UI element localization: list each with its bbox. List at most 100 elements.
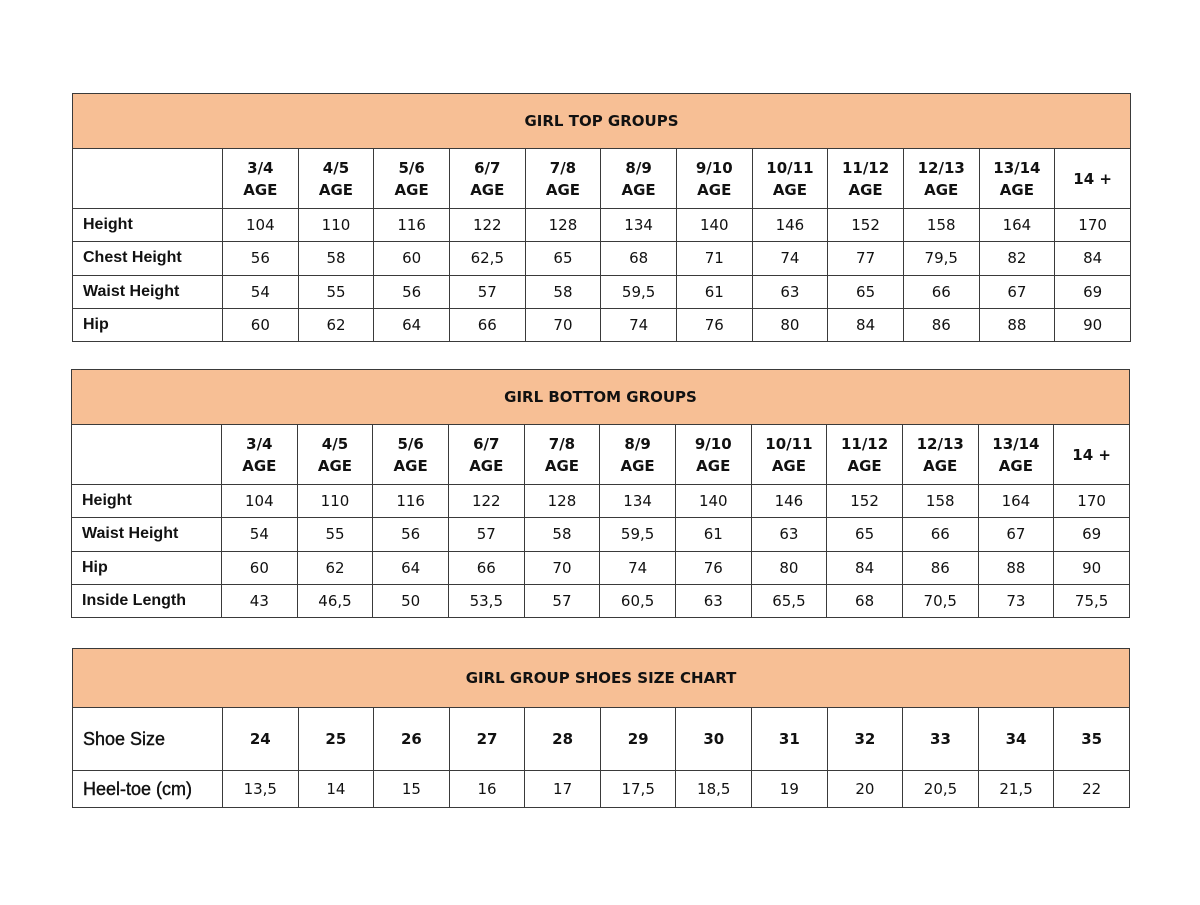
row-label: Waist Height <box>72 274 223 309</box>
measurement-cell: 122 <box>447 483 525 519</box>
row-label: Height <box>71 483 222 519</box>
measurement-cell: 65,5 <box>750 583 828 619</box>
age-range: 3/4 <box>246 434 273 453</box>
shoe-size-cell: 25 <box>297 707 375 771</box>
table-title: GIRL TOP GROUPS <box>72 93 1131 149</box>
age-suffix: AGE <box>999 180 1034 199</box>
age-range: 10/11 <box>766 158 814 177</box>
measurement-cell: 19 <box>751 770 828 808</box>
age-column-header: 11/12 AGE <box>826 424 903 485</box>
shoe-size-cell: 35 <box>1053 707 1130 771</box>
measurement-cell: 75,5 <box>1053 583 1130 619</box>
age-column-header: 8/9 AGE <box>599 424 676 485</box>
measurement-cell: 67 <box>977 517 1055 552</box>
table-row: Height 104 110 116 122 128 134 140 146 152 158 164 1… <box>72 207 1131 243</box>
shoe-size-cell: 27 <box>448 707 526 771</box>
measurement-cell: 50 <box>372 583 449 619</box>
measurement-cell: 90 <box>1053 550 1130 585</box>
measurement-cell: 15 <box>373 770 450 808</box>
age-range: 9/10 <box>695 158 733 177</box>
measurement-cell: 63 <box>674 583 752 619</box>
measurement-cell: 18,5 <box>675 770 753 808</box>
measurement-cell: 79,5 <box>902 241 980 276</box>
measurement-cell: 69 <box>1053 517 1130 552</box>
measurement-cell: 74 <box>600 307 677 343</box>
girl-top-size-table: GIRL TOP GROUPS 3/4 AGE 4/5 AGE 5/6 AGE 6/7 AGE 7… <box>72 93 1131 343</box>
shoe-size-cell: 28 <box>524 707 601 771</box>
age-range: 12/13 <box>916 434 964 453</box>
measurement-cell: 66 <box>448 307 526 343</box>
row-label: Heel-toe (cm) <box>72 770 223 808</box>
table-row: Hip 60 62 64 66 70 74 76 80 84 86 88 90 <box>72 307 1131 343</box>
age-column-header: 4/5 AGE <box>297 148 375 209</box>
table-row: Inside Length 43 46,5 50 53,5 57 60,5 63 65,5 68 7… <box>71 583 1130 619</box>
age-range: 11/12 <box>841 158 890 177</box>
measurement-cell: 46,5 <box>296 583 374 619</box>
measurement-cell: 56 <box>222 241 299 276</box>
measurement-cell: 76 <box>674 550 752 585</box>
age-range: 11/12 <box>840 434 889 453</box>
measurement-cell: 134 <box>599 483 676 519</box>
age-column-header: 5/6 AGE <box>373 148 450 209</box>
age-suffix: AGE <box>620 456 655 475</box>
measurement-cell: 88 <box>978 307 1056 343</box>
age-column-header: 7/8 AGE <box>524 148 602 209</box>
measurement-cell: 140 <box>674 483 752 519</box>
age-column-header: 13/14 AGE <box>978 148 1056 209</box>
age-range: 13/14 <box>993 158 1041 177</box>
measurement-cell: 80 <box>751 307 829 343</box>
column-header-row: 3/4 AGE 4/5 AGE 5/6 AGE 6/7 AGE 7/8 AGE 8/9 AGE 9/10… <box>71 424 1130 485</box>
measurement-cell: 65 <box>826 517 903 552</box>
shoe-size-cell: 24 <box>222 707 299 771</box>
age-suffix: AGE <box>696 456 731 475</box>
row-label: Waist Height <box>71 517 222 552</box>
measurement-cell: 70 <box>524 307 602 343</box>
row-label: Inside Length <box>71 583 222 619</box>
measurement-cell: 14 <box>297 770 375 808</box>
age-range: 10/11 <box>765 434 813 453</box>
measurement-cell: 82 <box>978 241 1056 276</box>
measurement-cell: 64 <box>372 550 449 585</box>
age-suffix: AGE <box>393 456 428 475</box>
empty-header-cell <box>72 148 223 209</box>
age-column-header: 10/11 AGE <box>750 424 828 485</box>
age-suffix: AGE <box>317 456 353 475</box>
measurement-cell: 152 <box>826 483 903 519</box>
measurement-cell: 104 <box>221 483 298 519</box>
age-range: 5/6 <box>398 158 425 177</box>
measurement-cell: 58 <box>524 274 602 309</box>
age-column-header: 9/10 AGE <box>675 148 753 209</box>
table-row: Waist Height 54 55 56 57 58 59,5 61 63 65 66 67 69 <box>71 517 1130 552</box>
shoe-size-cell: 32 <box>826 707 904 771</box>
measurement-cell: 22 <box>1053 770 1130 808</box>
age-suffix: AGE <box>544 456 580 475</box>
measurement-cell: 17,5 <box>599 770 677 808</box>
measurement-cell: 62 <box>296 550 374 585</box>
shoe-size-row: Shoe Size 24 25 26 27 28 29 30 31 32 33 34 35 <box>72 707 1130 771</box>
measurement-cell: 110 <box>297 207 375 243</box>
age-column-header: 12/13 AGE <box>901 424 979 485</box>
measurement-cell: 58 <box>297 241 375 276</box>
measurement-cell: 152 <box>827 207 904 243</box>
age-range: 7/8 <box>548 434 576 453</box>
measurement-cell: 146 <box>750 483 828 519</box>
age-column-header: 10/11 AGE <box>751 148 829 209</box>
measurement-cell: 55 <box>297 274 375 309</box>
measurement-cell: 54 <box>222 274 299 309</box>
age-column-header: 13/14 AGE <box>977 424 1055 485</box>
age-range: 8/9 <box>625 158 652 177</box>
measurement-cell: 68 <box>826 583 903 619</box>
age-range: 12/13 <box>917 158 965 177</box>
measurement-cell: 128 <box>523 483 601 519</box>
row-label: Hip <box>72 307 223 343</box>
measurement-cell: 74 <box>751 241 829 276</box>
measurement-cell: 164 <box>977 483 1055 519</box>
measurement-cell: 84 <box>827 307 904 343</box>
age-column-header: 5/6 AGE <box>372 424 449 485</box>
measurement-cell: 71 <box>675 241 753 276</box>
age-suffix: AGE <box>394 180 429 199</box>
age-column-header: 8/9 AGE <box>600 148 677 209</box>
measurement-cell: 104 <box>222 207 299 243</box>
measurement-cell: 80 <box>750 550 828 585</box>
shoe-size-cell: 34 <box>977 707 1055 771</box>
